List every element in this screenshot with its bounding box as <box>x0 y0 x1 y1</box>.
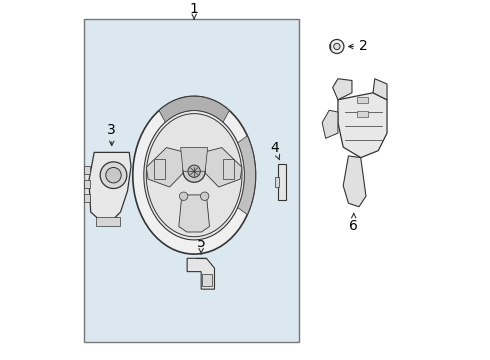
Ellipse shape <box>144 111 245 240</box>
Text: 2: 2 <box>359 40 368 54</box>
Circle shape <box>106 167 121 183</box>
Circle shape <box>179 192 188 201</box>
Bar <box>84 166 90 174</box>
Bar <box>223 159 234 179</box>
Text: 6: 6 <box>349 219 358 233</box>
Polygon shape <box>238 136 255 215</box>
Polygon shape <box>373 79 387 100</box>
Text: 1: 1 <box>190 2 198 16</box>
Polygon shape <box>187 258 215 289</box>
Circle shape <box>200 192 209 201</box>
Circle shape <box>334 43 340 50</box>
Polygon shape <box>179 195 210 232</box>
Bar <box>84 19 299 342</box>
Circle shape <box>183 160 205 182</box>
Bar <box>96 217 121 226</box>
Polygon shape <box>338 93 387 158</box>
Polygon shape <box>89 152 131 226</box>
Bar <box>84 180 90 188</box>
Bar <box>154 159 165 179</box>
Bar <box>84 194 90 202</box>
Polygon shape <box>333 79 352 100</box>
Ellipse shape <box>147 114 242 237</box>
Polygon shape <box>181 148 208 171</box>
Bar <box>278 164 286 201</box>
Ellipse shape <box>133 96 255 254</box>
Text: 4: 4 <box>271 141 279 155</box>
Polygon shape <box>159 96 229 122</box>
Polygon shape <box>322 110 338 138</box>
Text: 5: 5 <box>197 236 205 250</box>
Polygon shape <box>147 148 185 187</box>
Text: 3: 3 <box>107 123 116 136</box>
Polygon shape <box>343 156 366 207</box>
Bar <box>202 274 212 285</box>
Circle shape <box>100 162 127 189</box>
Bar <box>357 97 368 103</box>
Polygon shape <box>203 148 242 187</box>
Circle shape <box>330 40 344 54</box>
Circle shape <box>188 165 200 177</box>
Bar <box>357 111 368 117</box>
Bar <box>275 177 279 188</box>
